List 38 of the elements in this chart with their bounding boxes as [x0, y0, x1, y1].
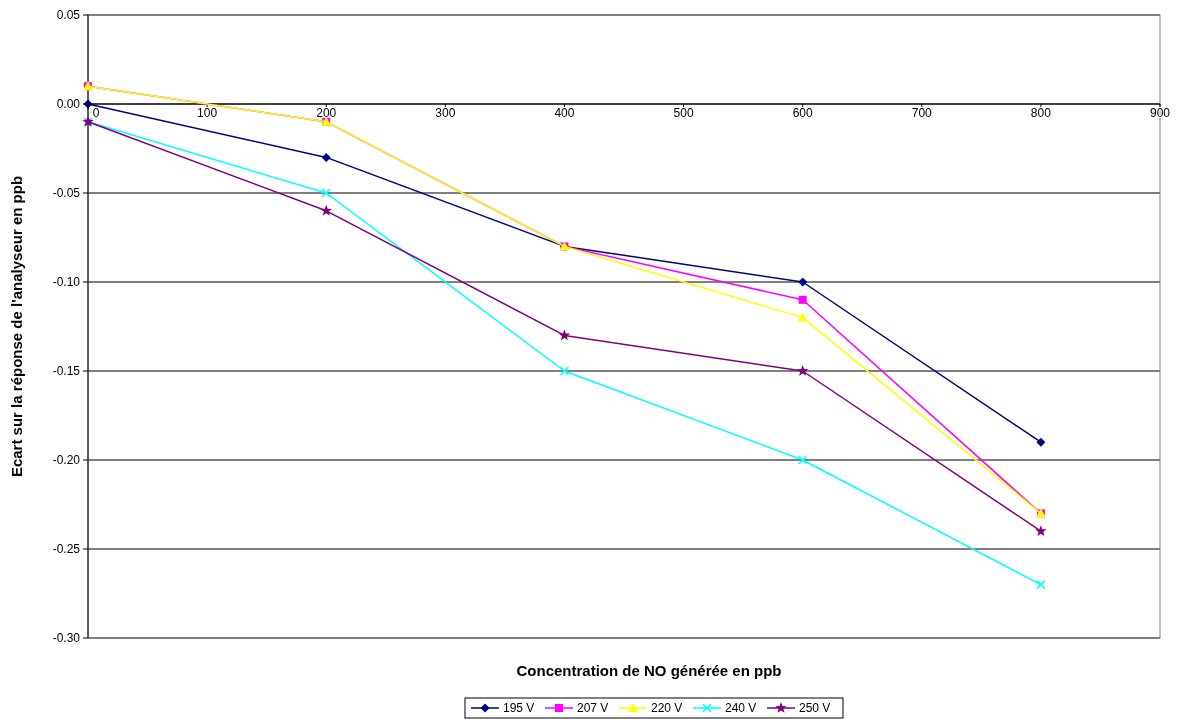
y-tick-label: -0.25 [52, 542, 81, 557]
point [797, 312, 808, 322]
y-tick-label: 0.00 [56, 97, 81, 112]
legend-label: 240 V [725, 701, 757, 716]
y-tick-label: -0.15 [52, 364, 81, 379]
x-tick-label: 300 [435, 106, 456, 120]
point [321, 188, 331, 198]
x-tick-label: 700 [911, 106, 933, 120]
x-tick-label: 400 [554, 106, 575, 120]
x-axis-title: Concentration de NO générée en ppb [516, 662, 782, 679]
point [320, 204, 332, 216]
x-tick-label: 100 [197, 106, 218, 120]
point [558, 329, 571, 341]
x-tick-label: 800 [1030, 106, 1052, 120]
x-tick-label: 200 [316, 106, 337, 120]
x-tick-label: 600 [792, 106, 813, 120]
x-tick-label: 0 [92, 106, 100, 120]
point [798, 277, 808, 287]
y-tick-label: -0.10 [52, 275, 81, 290]
legend-label: 195 V [503, 701, 535, 716]
point [559, 366, 570, 376]
x-tick-label: 900 [1149, 106, 1171, 120]
y-tick-label: 0.05 [56, 8, 81, 23]
y-tick-label: -0.30 [52, 631, 81, 646]
point [797, 455, 808, 465]
x-tick-label: 500 [673, 106, 694, 120]
y-tick-label: -0.20 [52, 453, 81, 468]
point [1035, 525, 1047, 537]
point [796, 365, 809, 376]
point [798, 295, 807, 304]
point [1036, 437, 1046, 447]
legend-label: 220 V [651, 701, 683, 716]
legend-label: 250 V [799, 701, 831, 716]
y-tick-label: -0.05 [52, 186, 81, 201]
y-axis-title: Ecart sur la réponse de l'analyseur en ppb [8, 175, 25, 478]
point [1036, 579, 1046, 590]
legend-label: 207 V [577, 701, 609, 716]
point [321, 152, 331, 162]
